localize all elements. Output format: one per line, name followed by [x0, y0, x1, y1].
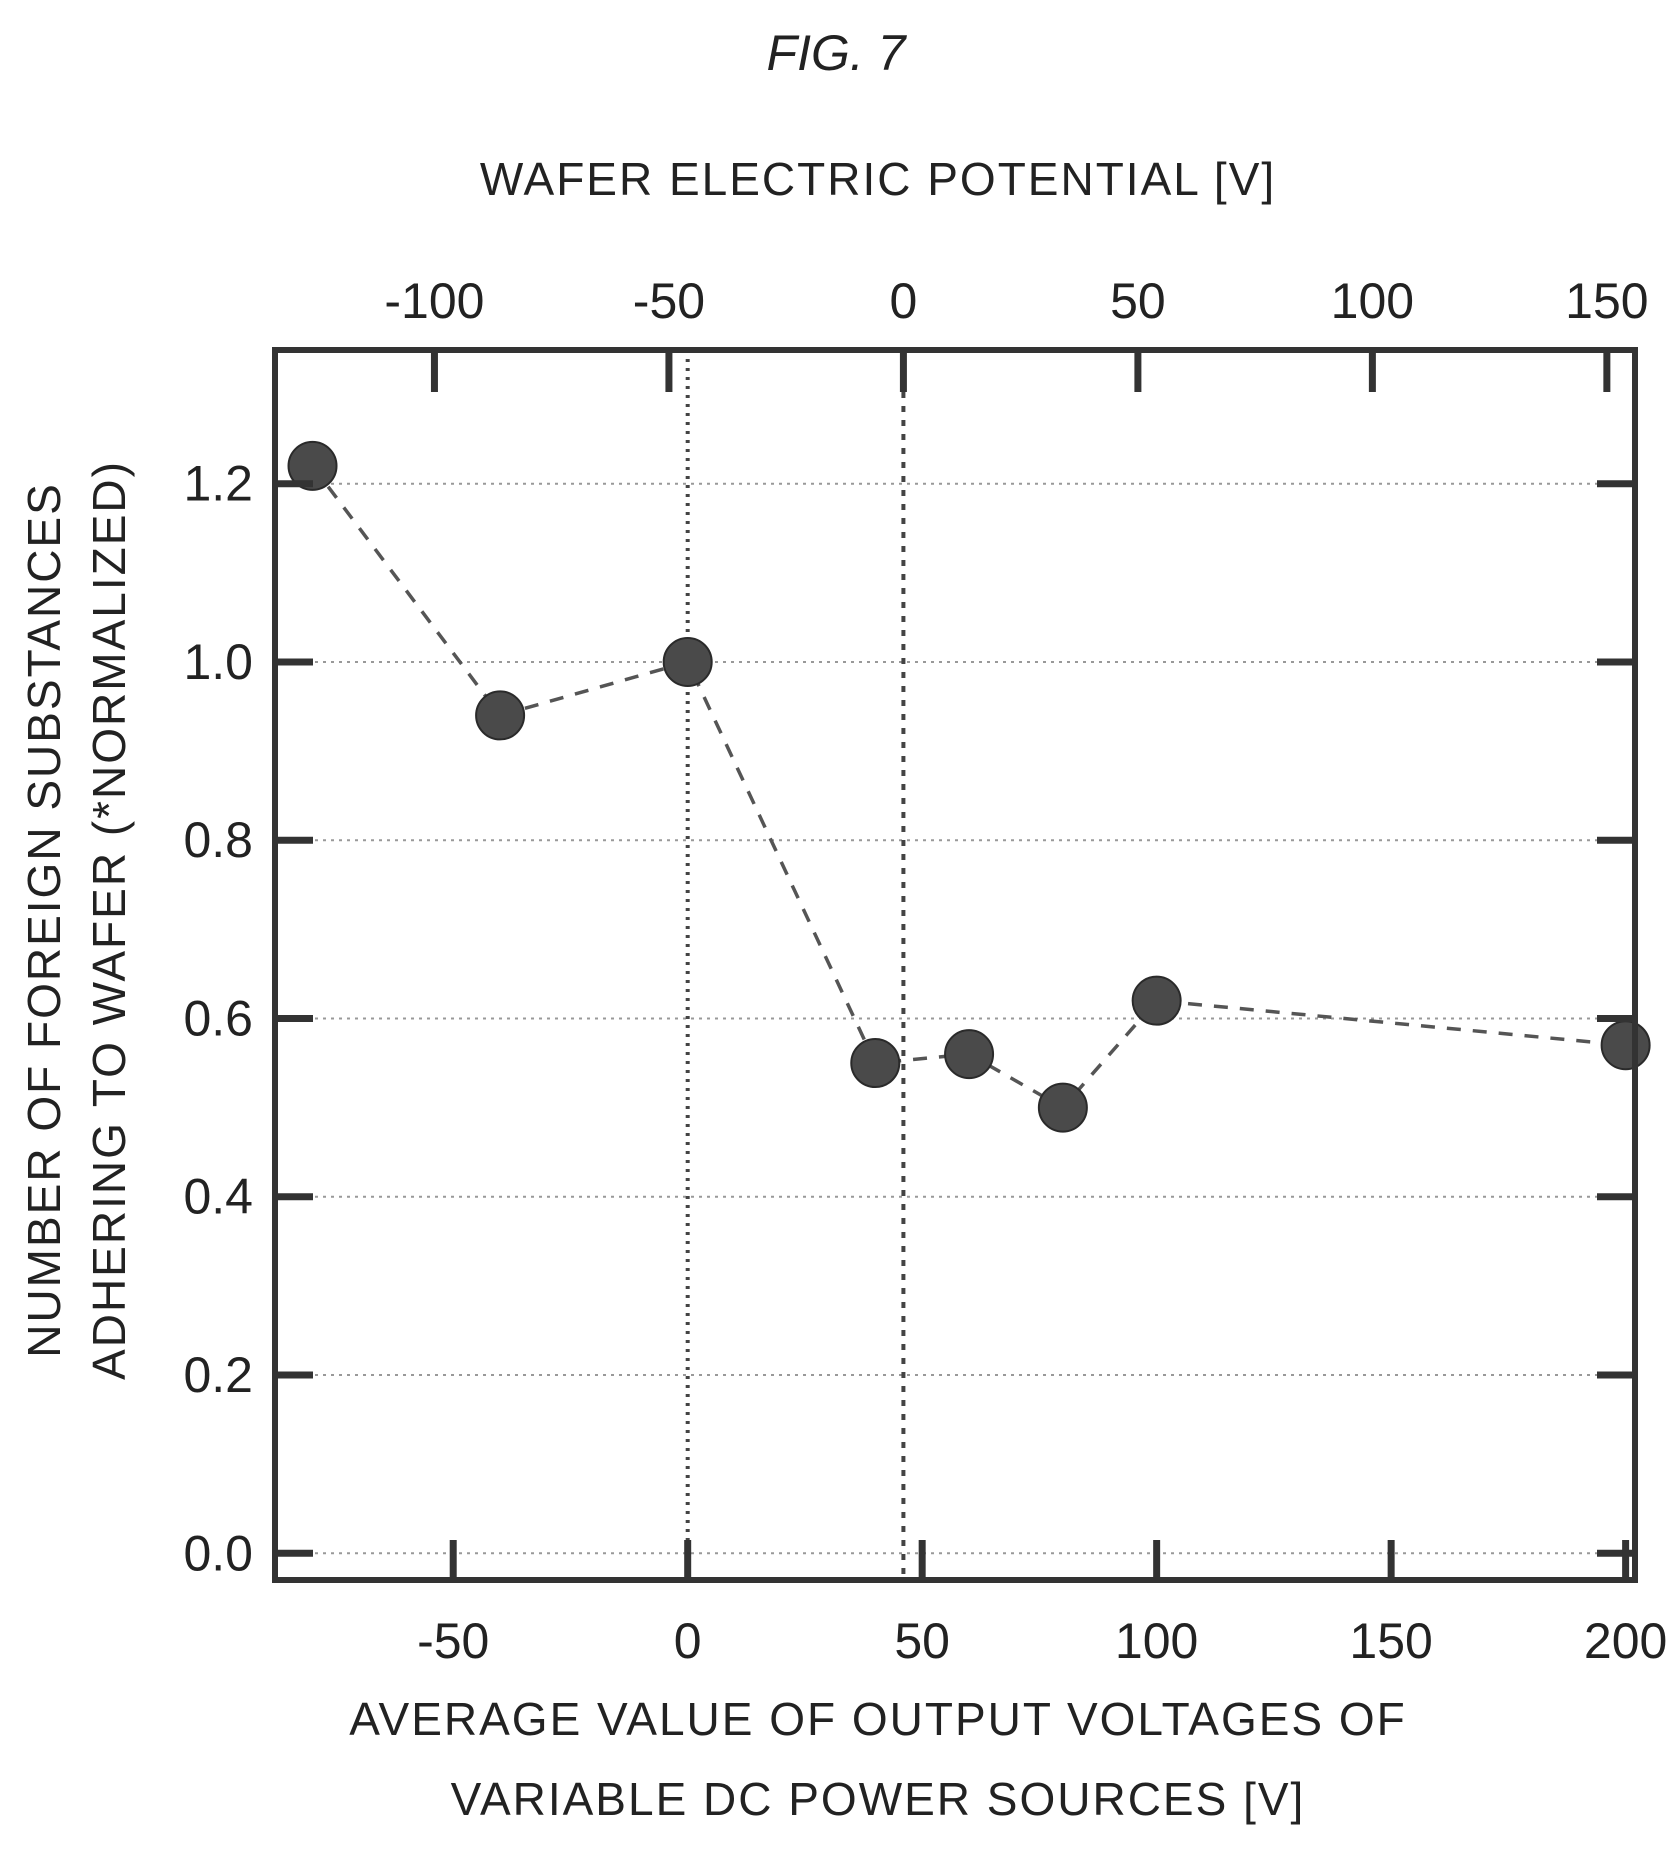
- y-tick-label-3: 0.6: [183, 990, 253, 1046]
- y-axis-title-line-1: NUMBER OF FOREIGN SUBSTANCES: [18, 482, 70, 1358]
- data-point-6: [1131, 975, 1182, 1026]
- x2-tick-label-2: 0: [890, 273, 918, 329]
- data-point-4: [944, 1029, 995, 1080]
- x-tick-label-3: 100: [1115, 1613, 1198, 1669]
- x-tick-label-5: 200: [1584, 1613, 1667, 1669]
- series-line-0: [311, 464, 1626, 1110]
- plot-frame: [272, 347, 1638, 1583]
- data-point-2: [662, 636, 713, 687]
- x-axis-title-line-2: VARIABLE DC POWER SOURCES [V]: [451, 1773, 1306, 1825]
- y-tick-label-5: 1.0: [183, 634, 253, 690]
- x-tick-label-1: 0: [674, 1613, 702, 1669]
- data-point-0: [287, 440, 338, 491]
- data-point-7: [1600, 1020, 1651, 1071]
- x-axis-title-line-1: AVERAGE VALUE OF OUTPUT VOLTAGES OF: [349, 1693, 1407, 1745]
- data-points: [287, 440, 1651, 1133]
- x-tick-label-4: 150: [1349, 1613, 1432, 1669]
- x2-tick-label-3: 50: [1110, 273, 1166, 329]
- tick-labels: 0.0 0.2 0.4 0.6 0.8 1.0 1.2 -50 0 50 100 150 200 -100…: [183, 273, 1667, 1669]
- y-tick-label-4: 0.8: [183, 812, 253, 868]
- y-axis-title-line-2: ADHERING TO WAFER (*NORMALIZED): [83, 460, 135, 1380]
- series-line: [311, 464, 1626, 1110]
- top-axis-title: WAFER ELECTRIC POTENTIAL [V]: [480, 153, 1276, 205]
- x-tick-label-0: -50: [417, 1613, 489, 1669]
- y-tick-label-2: 0.4: [183, 1169, 253, 1225]
- x2-tick-label-4: 100: [1331, 273, 1414, 329]
- y-tick-label-0: 0.0: [183, 1525, 253, 1581]
- y-tick-label-6: 1.2: [183, 456, 253, 512]
- x2-tick-label-1: -50: [633, 273, 705, 329]
- x-tick-label-2: 50: [894, 1613, 950, 1669]
- y-tick-label-1: 0.2: [183, 1347, 253, 1403]
- data-point-1: [475, 690, 526, 741]
- data-point-3: [850, 1038, 901, 1089]
- data-point-5: [1037, 1082, 1088, 1133]
- figure-title: FIG. 7: [767, 25, 908, 81]
- reference-lines: [685, 350, 906, 1580]
- grid-lines: [275, 482, 1635, 1555]
- x2-tick-label-0: -100: [384, 273, 484, 329]
- axis-ticks: [275, 350, 1635, 1580]
- x2-tick-label-5: 150: [1565, 273, 1648, 329]
